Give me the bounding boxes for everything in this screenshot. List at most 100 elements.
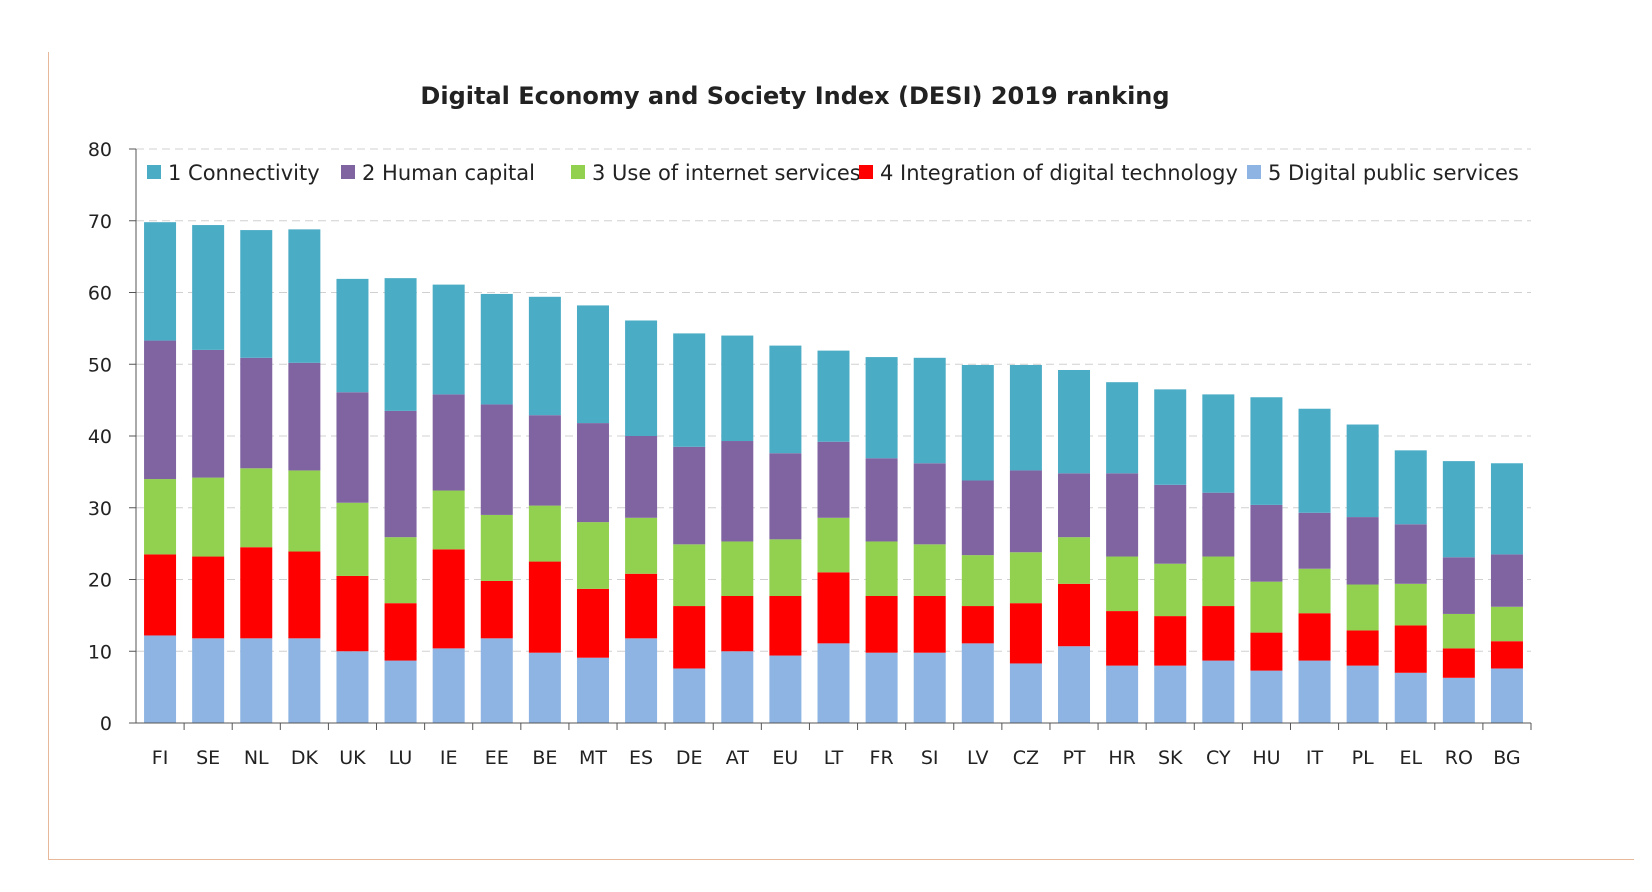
bar-segment: [1490, 463, 1523, 555]
bar-segment: [1154, 563, 1187, 617]
bar-segment: [240, 357, 273, 469]
bar-segment: [144, 635, 177, 723]
bar-segment: [576, 657, 609, 723]
bar-stack: [1442, 461, 1475, 723]
bar-segment: [961, 606, 994, 644]
x-tick-label: SK: [1158, 747, 1183, 769]
bar-segment: [1250, 670, 1283, 723]
bar-segment: [528, 296, 561, 416]
bar-stack: [480, 293, 513, 723]
bar-stack: [817, 350, 850, 723]
bar-segment: [769, 539, 802, 597]
bar-segment: [432, 648, 465, 723]
bar-segment: [1442, 648, 1475, 678]
bar-segment: [913, 544, 946, 597]
x-tick-label: CZ: [1013, 747, 1039, 769]
bar-segment: [1106, 473, 1139, 557]
bar-segment: [1442, 557, 1475, 614]
bar-segment: [865, 357, 898, 459]
bar-segment: [1394, 625, 1427, 673]
x-tick-label: AT: [726, 747, 750, 769]
bar-segment: [384, 660, 417, 723]
bar-segment: [192, 349, 225, 478]
legend-item: 2 Human capital: [341, 161, 535, 185]
bar-segment: [1106, 382, 1139, 474]
bar-segment: [384, 410, 417, 538]
y-tick-label: 20: [88, 570, 112, 592]
bar-segment: [1298, 512, 1331, 569]
bar-segment: [769, 655, 802, 723]
bar-segment: [673, 333, 706, 447]
bar-segment: [1202, 606, 1235, 661]
bar-segment: [1346, 584, 1379, 631]
bar-segment: [192, 556, 225, 639]
bar-segment: [288, 362, 321, 471]
bar-stack: [1250, 397, 1283, 723]
bar-segment: [528, 561, 561, 653]
bar-segment: [1250, 581, 1283, 633]
legend-label: 4 Integration of digital technology: [880, 161, 1238, 185]
x-tick-label: CY: [1206, 747, 1231, 769]
bar-segment: [240, 230, 273, 358]
bar-segment: [721, 441, 754, 542]
bar-segment: [384, 278, 417, 411]
x-tick-label: NL: [244, 747, 269, 769]
bar-segment: [817, 643, 850, 723]
bar-segment: [1058, 369, 1091, 474]
bar-stack: [1009, 364, 1042, 723]
bar-segment: [1442, 461, 1475, 558]
bar-segment: [480, 404, 513, 515]
x-tick-label: MT: [579, 747, 607, 769]
bar-segment: [865, 596, 898, 653]
x-tick-label: IE: [440, 747, 458, 769]
legend-item: 4 Integration of digital technology: [859, 161, 1238, 185]
bar-segment: [961, 480, 994, 556]
x-tick-label: RO: [1445, 747, 1473, 769]
bar-segment: [625, 320, 658, 436]
chart-frame: Digital Economy and Society Index (DESI)…: [48, 52, 1634, 860]
bar-segment: [1298, 408, 1331, 513]
bar-segment: [961, 643, 994, 723]
bar-segment: [480, 638, 513, 723]
bar-stack: [528, 296, 561, 723]
bar-segment: [1009, 364, 1042, 471]
bar-segment: [913, 463, 946, 545]
bar-stack: [288, 229, 321, 723]
legend-item: 5 Digital public services: [1247, 161, 1519, 185]
bar-segment: [288, 229, 321, 363]
bars: [144, 222, 1523, 723]
bar-segment: [1202, 492, 1235, 557]
bar-segment: [240, 547, 273, 639]
bar-segment: [480, 514, 513, 581]
bar-segment: [625, 517, 658, 574]
bar-segment: [432, 490, 465, 550]
bar-segment: [1298, 568, 1331, 614]
bar-stack: [913, 357, 946, 723]
bar-segment: [1490, 554, 1523, 607]
bar-segment: [769, 453, 802, 540]
bar-segment: [1346, 424, 1379, 518]
bar-segment: [1298, 660, 1331, 723]
bar-segment: [192, 477, 225, 557]
bar-segment: [961, 364, 994, 481]
bar-segment: [1154, 665, 1187, 723]
bar-segment: [673, 446, 706, 545]
y-tick-label: 80: [88, 139, 112, 161]
bar-segment: [1394, 672, 1427, 723]
bar-segment: [1394, 450, 1427, 525]
x-tick-label: DE: [676, 747, 703, 769]
bar-segment: [432, 284, 465, 395]
bar-stack: [144, 222, 177, 723]
bar-stack: [1058, 369, 1091, 723]
bar-stack: [769, 345, 802, 723]
bar-segment: [1442, 613, 1475, 649]
bar-stack: [1154, 389, 1187, 723]
chart-title: Digital Economy and Society Index (DESI)…: [420, 82, 1169, 110]
bar-segment: [625, 573, 658, 639]
bar-stack: [1394, 450, 1427, 723]
bar-stack: [1202, 394, 1235, 723]
bar-segment: [336, 651, 369, 723]
x-tick-label: EE: [485, 747, 509, 769]
bar-segment: [1058, 646, 1091, 723]
bar-stack: [865, 357, 898, 723]
